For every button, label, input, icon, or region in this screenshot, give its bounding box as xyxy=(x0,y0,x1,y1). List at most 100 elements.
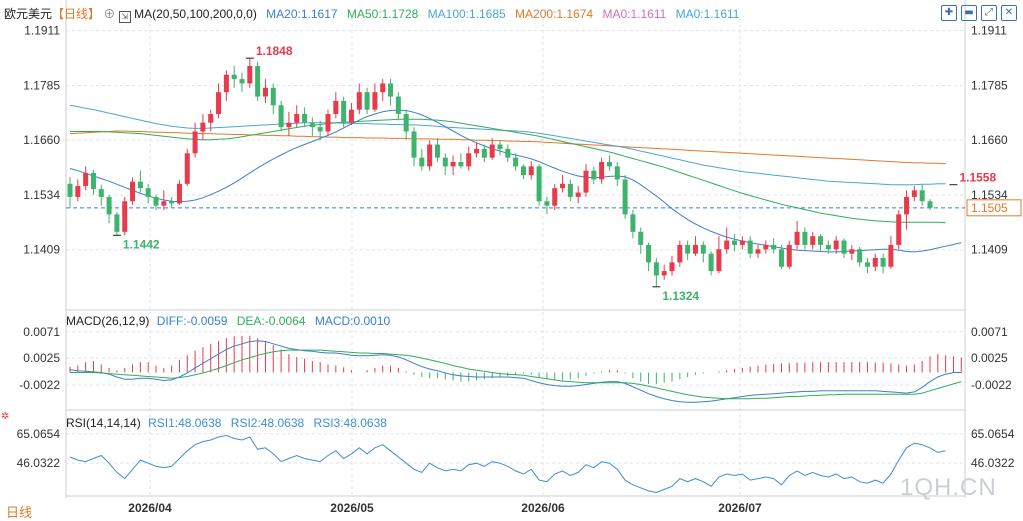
candle-body xyxy=(364,92,370,110)
expand-icon[interactable]: ⤢ xyxy=(981,5,997,21)
annotation-label: 1.1848 xyxy=(256,44,293,58)
candle-body xyxy=(825,244,831,250)
rsi-tick-right: 65.0654 xyxy=(971,427,1015,441)
price-tick-right: 1.1409 xyxy=(971,243,1008,257)
candle-body xyxy=(153,196,159,206)
ma0-value-a: MA0:1.1611 xyxy=(602,7,667,21)
rsi-header: RSI(14,14,14) RSI1:48.0638 RSI2:48.0638 … xyxy=(66,416,387,430)
candle-body xyxy=(145,188,151,197)
candle-body xyxy=(286,122,292,128)
candle-body xyxy=(223,74,229,93)
candle-body xyxy=(927,201,933,208)
candle-body xyxy=(911,190,917,197)
macd-dea-value: DEA:-0.0064 xyxy=(236,314,306,328)
x-tick-label: 2026/05 xyxy=(330,501,374,515)
minus-icon[interactable]: ▬ xyxy=(961,5,977,21)
candle-body xyxy=(466,153,472,167)
settings-icon[interactable]: ⊕ xyxy=(103,7,116,21)
candle-body xyxy=(239,79,245,84)
rsi-line xyxy=(69,434,946,494)
rsi3-value: RSI3:48.0638 xyxy=(313,416,387,430)
price-tick-left: 1.1911 xyxy=(24,24,60,38)
candle-body xyxy=(661,271,667,276)
candle-body xyxy=(161,201,167,206)
candles xyxy=(67,58,933,287)
candle-body xyxy=(591,170,597,180)
period-tab[interactable]: 日线 xyxy=(6,505,33,520)
price-tick-left: 1.1409 xyxy=(23,243,60,257)
candle-body xyxy=(83,172,89,186)
x-tick-label: 2026/07 xyxy=(718,501,762,515)
candle-body xyxy=(841,240,847,254)
price-tick-left: 1.1785 xyxy=(23,79,60,93)
macd-dea-line xyxy=(70,349,962,400)
x-tick-label: 2026/06 xyxy=(521,501,565,515)
rsi-tick-right: 46.0322 xyxy=(971,456,1015,470)
candle-body xyxy=(200,122,206,132)
ma50-line xyxy=(70,118,946,224)
candle-body xyxy=(348,109,354,123)
candle-body xyxy=(724,240,730,250)
ma-toggle-icon[interactable]: ⇲ xyxy=(118,11,131,23)
candle-body xyxy=(747,240,753,254)
macd-header: MACD(26,12,9) DIFF:-0.0059 DEA:-0.0064 M… xyxy=(66,314,390,328)
candle-body xyxy=(380,83,386,93)
rsi-tick-left: 46.0322 xyxy=(17,456,61,470)
candle-body xyxy=(528,166,534,176)
macd-params: MACD(26,12,9) xyxy=(66,314,150,328)
candle-body xyxy=(630,214,636,232)
candle-body xyxy=(810,236,816,245)
axis-labels: 1.1911 1.1911 1.1785 1.1785 1.1660 1.1660 1.15… xyxy=(17,24,1022,515)
candle-body xyxy=(583,170,589,193)
candle-body xyxy=(176,183,182,204)
current-price-label: 1.1505 xyxy=(971,201,1008,215)
candle-body xyxy=(192,131,198,154)
candle-body xyxy=(786,244,792,267)
candle-body xyxy=(685,244,691,254)
candle-body xyxy=(904,196,910,215)
macd-tick-right: 0.0025 xyxy=(971,351,1008,365)
annotation-label: 1.1558 xyxy=(959,171,996,185)
price-header: 欧元美元【日线】 ⊕ ⇲ MA(20,50,100,200,0,0) MA20:… xyxy=(4,5,739,23)
candle-body xyxy=(317,127,323,132)
grid-lines xyxy=(66,18,965,496)
candle-body xyxy=(434,144,440,158)
candle-body xyxy=(716,249,722,272)
candle-body xyxy=(278,105,284,128)
macd-tick-left: -0.0022 xyxy=(19,378,60,392)
candle-body xyxy=(411,131,417,158)
plus-icon[interactable]: ✚ xyxy=(941,5,957,21)
candle-body xyxy=(98,189,104,197)
macd-tick-left: 0.0025 xyxy=(23,351,60,365)
candle-body xyxy=(67,183,73,197)
candle-body xyxy=(520,166,526,176)
candle-body xyxy=(544,201,550,206)
candle-body xyxy=(560,183,566,189)
candle-body xyxy=(919,190,925,202)
candle-body xyxy=(208,114,214,123)
ma50-value: MA50:1.1728 xyxy=(346,7,419,21)
period-label[interactable]: 【日线】 xyxy=(52,7,101,21)
candle-body xyxy=(896,214,902,245)
chart-toolbar: ✚ ▬ ⤢ ✕ xyxy=(941,5,1017,21)
candle-body xyxy=(763,244,769,250)
candle-body xyxy=(505,148,511,158)
watermark: 1QH.CN xyxy=(900,474,997,501)
close-icon[interactable]: ✕ xyxy=(1001,5,1017,21)
candle-body xyxy=(732,240,738,245)
candle-body xyxy=(677,244,683,263)
x-tick-label: 2026/04 xyxy=(128,501,172,515)
candle-body xyxy=(137,181,143,189)
ma200-line xyxy=(69,130,946,165)
candle-body xyxy=(708,253,714,272)
candle-body xyxy=(356,92,362,110)
panel-borders xyxy=(65,0,966,498)
price-tick-right: 1.1660 xyxy=(971,133,1008,147)
candle-body xyxy=(872,258,878,267)
candle-body xyxy=(552,188,558,206)
candle-body xyxy=(333,100,339,114)
ma200-value: MA200:1.1674 xyxy=(515,7,594,21)
candle-body xyxy=(888,244,894,267)
candle-body xyxy=(778,249,784,267)
